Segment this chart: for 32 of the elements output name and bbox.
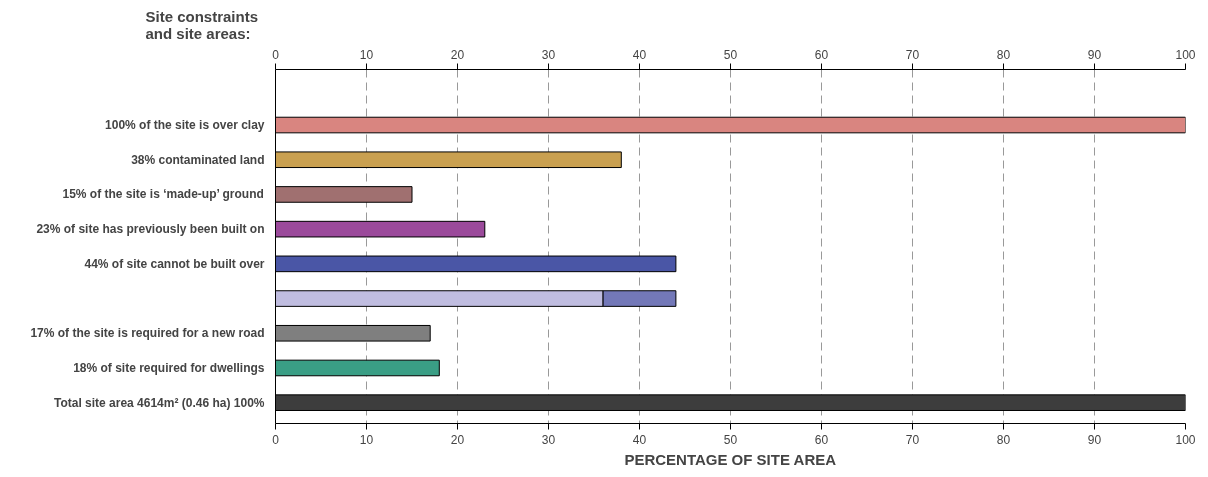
y-tick-label: 23% of site has previously been built on	[36, 222, 265, 237]
x-tick-label: 20	[450, 432, 465, 447]
x-tick-label: 90	[1087, 432, 1102, 447]
x-tick-label: 70	[905, 432, 920, 447]
y-tick-label: 18% of site required for dwellings	[73, 360, 265, 375]
x-tick-label: 60	[814, 432, 829, 447]
x2-tick-label: 40	[632, 47, 647, 62]
x2-tick-label: 60	[814, 47, 829, 62]
y-tick-label: Total site area 4614m² (0.46 ha) 100%	[53, 395, 265, 410]
x2-tick-label: 30	[541, 47, 556, 62]
x-tick-label: 40	[632, 432, 647, 447]
y-tick-label: 38% contaminated land	[131, 152, 265, 167]
x2-tick-label: 50	[723, 47, 738, 62]
x-axis-title: PERCENTAGE OF SITE AREA	[624, 450, 837, 468]
x2-tick-label: 10	[359, 47, 374, 62]
y-tick-label: 17% of the site is required for a new road	[30, 326, 265, 341]
y-tick-label: 100% of the site is over clay	[105, 118, 265, 133]
x-tick-label: 80	[996, 432, 1011, 447]
y-tick-label: 15% of the site is ‘made-up’ ground	[62, 187, 264, 202]
x2-tick-label: 80	[996, 47, 1011, 62]
x-tick-label: 100	[1175, 432, 1196, 447]
y-tick-label: 44% of site cannot be built over	[84, 256, 265, 271]
x-tick-label: 50	[723, 432, 738, 447]
x-tick-label: 30	[541, 432, 556, 447]
x2-tick-label: 70	[905, 47, 920, 62]
x2-tick-label: 90	[1087, 47, 1102, 62]
x2-tick-label: 20	[450, 47, 465, 62]
x-tick-label: 0	[272, 432, 280, 447]
x2-tick-label: 100	[1175, 47, 1196, 62]
y-axis-title: Site constraints and site areas:	[145, 7, 259, 42]
x2-tick-label: 0	[272, 47, 280, 62]
x-tick-label: 10	[359, 432, 374, 447]
